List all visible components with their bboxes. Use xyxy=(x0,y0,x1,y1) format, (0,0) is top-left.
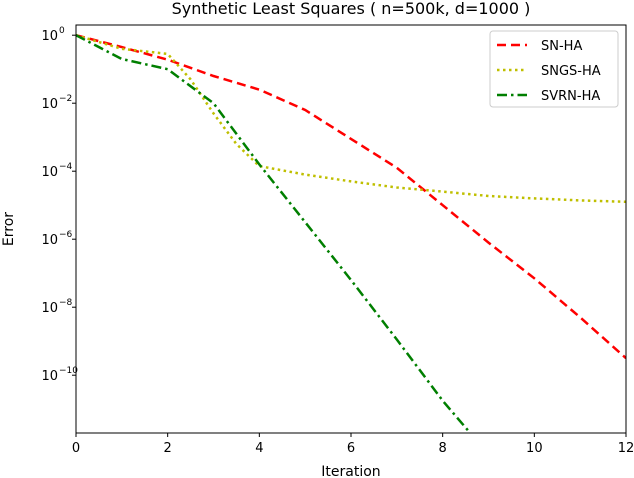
x-tick-label: 12 xyxy=(618,441,634,456)
y-tick-label: 10 xyxy=(41,301,58,316)
y-tick-label: 10 xyxy=(41,233,58,248)
legend-label: SNGS-HA xyxy=(541,64,601,79)
x-tick-label: 2 xyxy=(164,441,172,456)
x-tick-label: 8 xyxy=(439,441,447,456)
y-tick-label: 10 xyxy=(41,369,58,384)
series-line-sn-ha xyxy=(76,33,626,360)
x-axis-label: Iteration xyxy=(321,464,380,478)
x-tick-label: 4 xyxy=(255,441,263,456)
y-tick-exponent: −8 xyxy=(59,298,73,308)
y-tick-exponent: −6 xyxy=(59,230,73,240)
y-tick-exponent: −4 xyxy=(59,162,73,172)
chart-title: Synthetic Least Squares ( n=500k, d=1000… xyxy=(172,0,531,18)
y-axis-label: Error xyxy=(1,212,17,246)
legend-label: SVRN-HA xyxy=(541,89,600,104)
legend-label: SN-HA xyxy=(541,39,582,54)
legend: SN-HA SNGS-HA SVRN-HA xyxy=(489,30,619,108)
y-tick-label: 10 xyxy=(41,97,58,112)
y-tick-label: 10 xyxy=(41,29,58,44)
x-axis: 0 2 4 6 8 10 12 xyxy=(72,433,634,456)
y-tick-exponent: −10 xyxy=(59,366,78,376)
series-layer xyxy=(76,33,626,433)
series-line-svrn-ha xyxy=(76,34,472,433)
x-tick-label: 6 xyxy=(347,441,355,456)
x-tick-label: 10 xyxy=(526,441,543,456)
y-tick-exponent: 0 xyxy=(59,26,65,36)
legend-box xyxy=(489,30,619,108)
x-tick-label: 0 xyxy=(72,441,80,456)
y-tick-label: 10 xyxy=(41,165,58,180)
y-tick-exponent: −2 xyxy=(59,94,72,104)
